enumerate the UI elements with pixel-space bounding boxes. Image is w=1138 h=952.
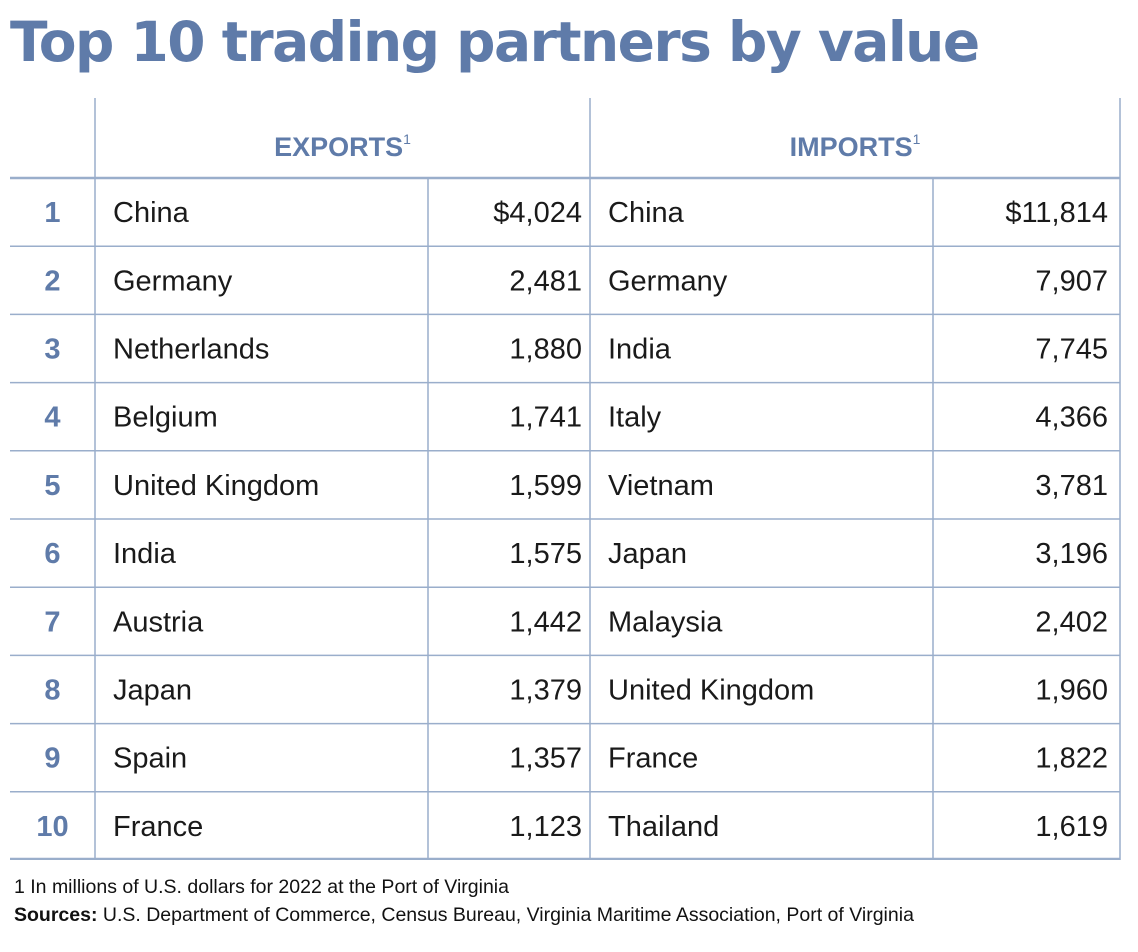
export-partner: Belgium bbox=[113, 402, 218, 434]
export-value: $4,024 bbox=[493, 197, 582, 229]
rank-label: 10 bbox=[36, 811, 68, 843]
export-value: 1,599 bbox=[509, 470, 582, 502]
sources-line: Sources: U.S. Department of Commerce, Ce… bbox=[14, 904, 914, 927]
import-value: 1,822 bbox=[1035, 743, 1108, 775]
import-value: 1,960 bbox=[1035, 675, 1108, 707]
sources-text: U.S. Department of Commerce, Census Bure… bbox=[97, 904, 914, 926]
import-partner: Vietnam bbox=[608, 470, 714, 502]
footnote: 1 In millions of U.S. dollars for 2022 a… bbox=[14, 876, 509, 898]
page-title: Top 10 trading partners by value bbox=[10, 10, 980, 74]
rank-label: 9 bbox=[44, 743, 60, 775]
rank-label: 2 bbox=[44, 265, 60, 297]
import-partner: Thailand bbox=[608, 811, 719, 843]
export-partner: France bbox=[113, 811, 203, 843]
export-partner: Spain bbox=[113, 743, 187, 775]
imports-header: IMPORTS1 bbox=[790, 131, 921, 162]
import-partner: Japan bbox=[608, 538, 687, 570]
import-partner: Germany bbox=[608, 265, 728, 297]
export-value: 1,123 bbox=[509, 811, 582, 843]
import-value: 3,196 bbox=[1035, 538, 1108, 570]
import-partner: Italy bbox=[608, 402, 662, 434]
export-value: 1,379 bbox=[509, 675, 582, 707]
import-partner: France bbox=[608, 743, 698, 775]
rank-label: 5 bbox=[44, 470, 60, 502]
export-partner: Austria bbox=[113, 606, 204, 638]
sources-label: Sources: bbox=[14, 904, 98, 926]
export-partner: Germany bbox=[113, 265, 233, 297]
export-partner: India bbox=[113, 538, 177, 570]
rank-label: 7 bbox=[44, 606, 60, 638]
rank-label: 8 bbox=[44, 675, 60, 707]
rank-label: 6 bbox=[44, 538, 60, 570]
rank-label: 1 bbox=[44, 197, 60, 229]
export-value: 2,481 bbox=[509, 265, 582, 297]
import-value: 7,907 bbox=[1035, 265, 1108, 297]
export-partner: Netherlands bbox=[113, 334, 269, 366]
import-value: $11,814 bbox=[1005, 197, 1108, 229]
import-partner: Malaysia bbox=[608, 606, 723, 638]
import-value: 7,745 bbox=[1035, 334, 1108, 366]
import-value: 2,402 bbox=[1035, 606, 1108, 638]
import-value: 1,619 bbox=[1035, 811, 1108, 843]
export-partner: Japan bbox=[113, 675, 192, 707]
rank-label: 4 bbox=[44, 402, 60, 434]
export-partner: United Kingdom bbox=[113, 470, 319, 502]
import-value: 3,781 bbox=[1035, 470, 1108, 502]
export-value: 1,575 bbox=[509, 538, 582, 570]
export-value: 1,880 bbox=[509, 334, 582, 366]
export-value: 1,741 bbox=[509, 402, 582, 434]
export-value: 1,442 bbox=[509, 606, 582, 638]
import-partner: India bbox=[608, 334, 672, 366]
export-partner: China bbox=[113, 197, 190, 229]
trade-table: EXPORTS1 IMPORTS1 1 China $4,024 China $11,814… bbox=[10, 98, 1121, 860]
exports-header: EXPORTS1 bbox=[274, 131, 411, 162]
import-value: 4,366 bbox=[1035, 402, 1108, 434]
import-partner: United Kingdom bbox=[608, 675, 814, 707]
import-partner: China bbox=[608, 197, 685, 229]
export-value: 1,357 bbox=[509, 743, 582, 775]
rank-label: 3 bbox=[44, 334, 60, 366]
